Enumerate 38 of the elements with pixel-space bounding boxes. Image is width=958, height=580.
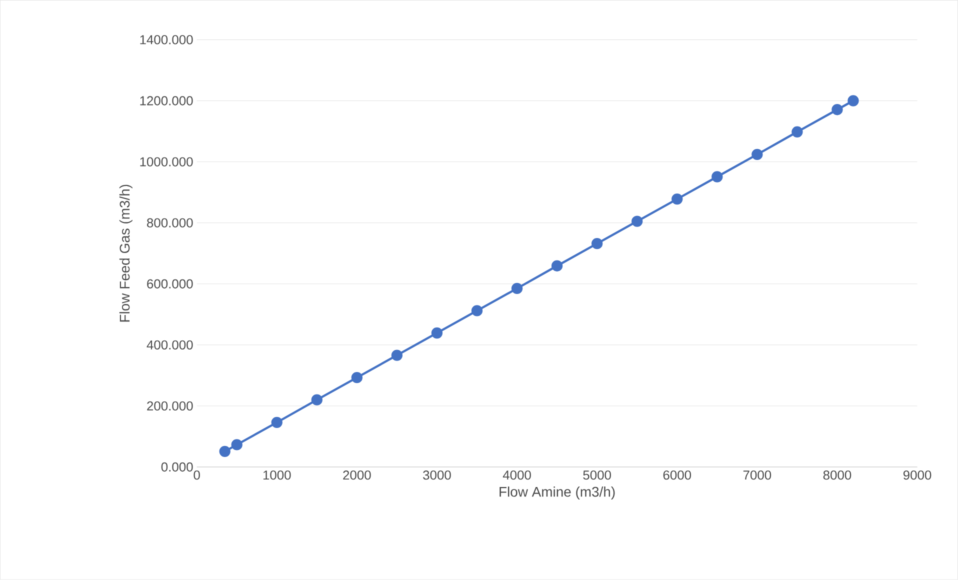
x-axis-title: Flow Amine (m3/h) xyxy=(500,486,615,500)
point xyxy=(471,305,483,316)
x-tick-label: 6000 xyxy=(663,470,692,480)
x-tick-label: 1000 xyxy=(263,470,291,480)
point xyxy=(752,149,763,160)
x-tick-label: 9000 xyxy=(903,470,932,480)
y-tick-label: 800.000 xyxy=(147,218,193,228)
point xyxy=(832,104,843,116)
point xyxy=(391,350,403,361)
y-tick-label: 1200.000 xyxy=(140,96,193,106)
point xyxy=(219,446,230,458)
point xyxy=(231,439,242,450)
point xyxy=(511,282,523,294)
x-tick-label: 4000 xyxy=(502,470,531,480)
x-tick-label: 8000 xyxy=(823,470,852,480)
point xyxy=(672,194,683,205)
point xyxy=(792,126,803,138)
x-tick-label: 2000 xyxy=(343,470,371,480)
y-tick-label: 400.000 xyxy=(146,340,193,350)
x-tick-label: 3000 xyxy=(423,470,451,480)
point xyxy=(712,171,723,182)
y-tick-label: 1400.000 xyxy=(140,35,193,44)
point xyxy=(632,216,643,228)
y-tick-label: 0.000 xyxy=(161,462,193,472)
y-tick-label: 600.000 xyxy=(147,279,193,289)
y-tick-label: 1000.000 xyxy=(140,157,193,167)
point xyxy=(311,394,322,406)
point xyxy=(431,328,443,339)
x-tick-label: 0 xyxy=(194,470,200,480)
x-tick-label: 7000 xyxy=(743,470,772,480)
point xyxy=(551,260,563,272)
point xyxy=(591,238,603,250)
point xyxy=(351,372,363,384)
y-axis-title: Flow Feed Gas (m3/h) xyxy=(119,184,132,322)
x-tick-label: 5000 xyxy=(583,470,611,480)
point xyxy=(271,416,282,428)
y-tick-label: 200.000 xyxy=(147,401,193,411)
point xyxy=(848,95,859,106)
